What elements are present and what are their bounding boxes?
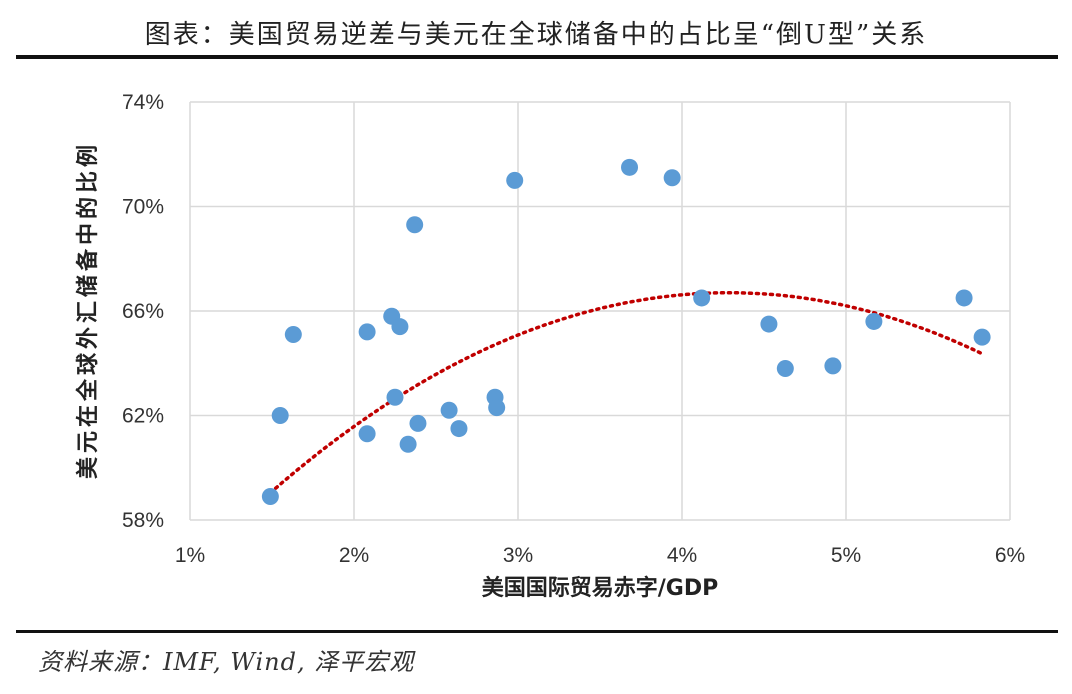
x-tick-label: 6% (995, 544, 1025, 567)
data-point (409, 414, 427, 432)
data-point (506, 171, 524, 189)
y-tick-labels: 58% 62% 66% 70% 74% (122, 91, 164, 532)
data-point (440, 401, 458, 419)
x-tick-label: 4% (667, 544, 697, 567)
x-tick-label: 3% (503, 544, 533, 567)
data-point (955, 289, 973, 307)
y-tick-label: 70% (122, 196, 164, 219)
data-point (663, 169, 681, 187)
data-point (865, 312, 883, 330)
data-point (488, 399, 506, 417)
y-tick-label: 66% (122, 300, 164, 323)
bottom-divider (16, 630, 1058, 633)
data-point (693, 289, 711, 307)
top-divider (16, 55, 1058, 59)
x-tick-label: 1% (175, 544, 205, 567)
y-axis-label: 美元在全球外汇储备中的比例 (75, 141, 101, 479)
y-tick-label: 74% (122, 91, 164, 114)
chart-title: 图表：美国贸易逆差与美元在全球储备中的占比呈“倒U型”关系 (144, 20, 928, 50)
data-point (358, 425, 376, 443)
data-point (284, 326, 302, 344)
data-point (406, 216, 424, 234)
y-tick-label: 58% (122, 509, 164, 532)
x-axis-label: 美国国际贸易赤字/GDP (482, 575, 718, 601)
points-group (261, 158, 991, 505)
y-tick-label: 62% (122, 405, 164, 428)
x-tick-label: 5% (831, 544, 861, 567)
x-tick-labels: 1% 2% 3% 4% 5% 6% (175, 544, 1025, 567)
data-point (271, 407, 289, 424)
data-point (824, 357, 842, 375)
data-point (776, 359, 794, 377)
data-point (391, 318, 409, 336)
data-point (386, 388, 404, 406)
data-point (450, 420, 468, 438)
data-point (261, 487, 279, 505)
data-point (621, 158, 639, 176)
data-point (973, 328, 991, 346)
data-point (760, 315, 778, 333)
data-point (358, 323, 376, 341)
source-note: 资料来源：IMF, Wind, 泽平宏观 (38, 648, 415, 676)
data-point (399, 435, 417, 453)
x-tick-label: 2% (339, 544, 369, 567)
grid-lines (189, 101, 1011, 521)
